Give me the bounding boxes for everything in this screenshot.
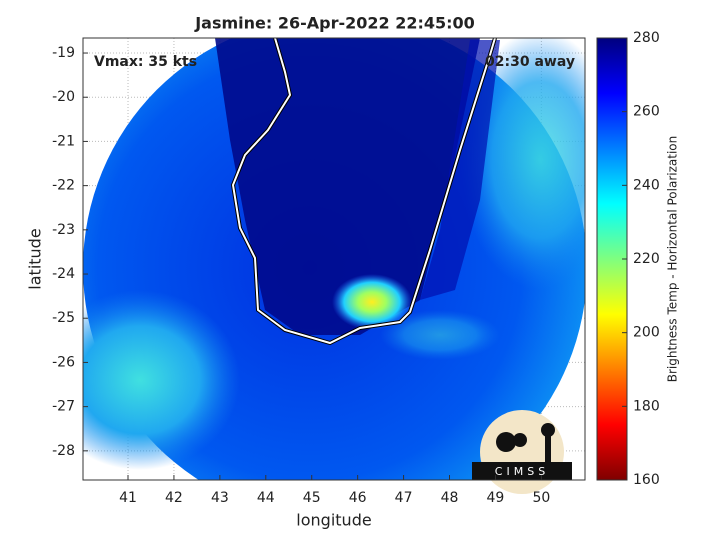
x-tick-label: 46 xyxy=(349,490,367,506)
y-tick-label: -24 xyxy=(52,266,75,282)
colorbar-tick-label: 280 xyxy=(633,30,660,46)
y-tick-label: -25 xyxy=(52,310,75,326)
x-axis-label: longitude xyxy=(296,511,371,530)
chart-title: Jasmine: 26-Apr-2022 22:45:00 xyxy=(194,14,475,33)
y-tick-label: -28 xyxy=(52,443,75,459)
y-tick-label: -21 xyxy=(52,133,75,149)
y-tick-label: -26 xyxy=(52,354,75,370)
colorbar-tick-label: 240 xyxy=(633,177,660,193)
swath-image xyxy=(83,38,585,480)
x-tick-label: 42 xyxy=(165,490,183,506)
x-tick-label: 49 xyxy=(487,490,505,506)
x-tick-label: 43 xyxy=(211,490,229,506)
x-tick-label: 45 xyxy=(303,490,321,506)
annotation: 02:30 away xyxy=(485,54,575,70)
y-axis-label: latitude xyxy=(26,228,45,289)
colorbar-tick-label: 220 xyxy=(633,251,660,267)
colorbar-tick-label: 160 xyxy=(633,472,660,488)
y-tick-label: -20 xyxy=(52,89,75,105)
colorbar-tick-label: 200 xyxy=(633,325,660,341)
y-tick-label: -27 xyxy=(52,399,75,415)
y-tick-label: -22 xyxy=(52,178,75,194)
y-tick-label: -23 xyxy=(52,222,75,238)
y-tick-label: -19 xyxy=(52,45,75,61)
x-tick-label: 41 xyxy=(119,490,137,506)
logo-text: CIMSS xyxy=(495,465,549,478)
colorbar-label: Brightness Temp - Horizontal Polarizatio… xyxy=(666,136,680,383)
x-tick-label: 50 xyxy=(532,490,550,506)
x-tick-label: 48 xyxy=(441,490,459,506)
plot-frame xyxy=(82,37,586,481)
colorbar-tick-label: 180 xyxy=(633,398,660,414)
annotation: Vmax: 35 kts xyxy=(94,54,197,70)
colorbar-tick-label: 260 xyxy=(633,104,660,120)
logo: CIMSS xyxy=(472,410,572,494)
x-tick-label: 44 xyxy=(257,490,275,506)
x-tick-label: 47 xyxy=(395,490,413,506)
